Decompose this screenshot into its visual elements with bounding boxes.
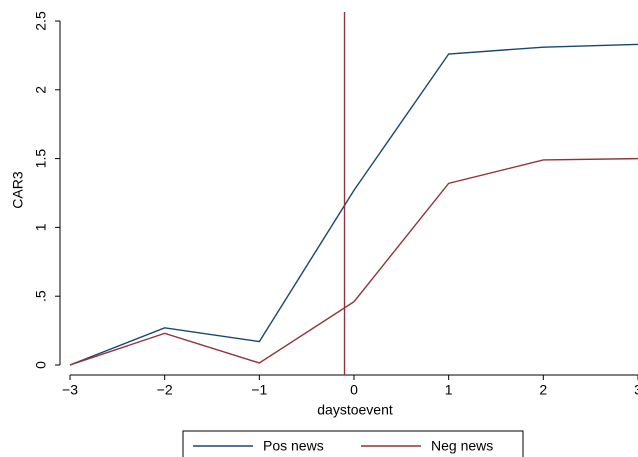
y-tick-label: 2.5 [33,11,49,31]
x-tick-label: −2 [157,382,173,398]
x-tick-label: 2 [539,382,547,398]
y-tick-label: .5 [33,290,49,302]
x-tick-label: −3 [62,382,78,398]
x-axis-title: daystoevent [317,402,393,418]
x-tick-label: 3 [634,382,638,398]
x-tick-label: −1 [251,382,267,398]
x-tick-label: 1 [445,382,453,398]
legend-box [182,430,524,457]
y-axis-title: CAR3 [10,171,26,209]
y-tick-label: 2 [33,86,49,94]
legend-label: Pos news [263,438,324,454]
legend-label: Neg news [431,438,493,454]
series-line [69,157,638,366]
y-tick-label: 1.5 [33,149,49,169]
y-tick-label: 0 [33,361,49,369]
y-tick-label: 1 [33,223,49,231]
x-tick-label: 0 [350,382,358,398]
series-line [69,43,638,366]
